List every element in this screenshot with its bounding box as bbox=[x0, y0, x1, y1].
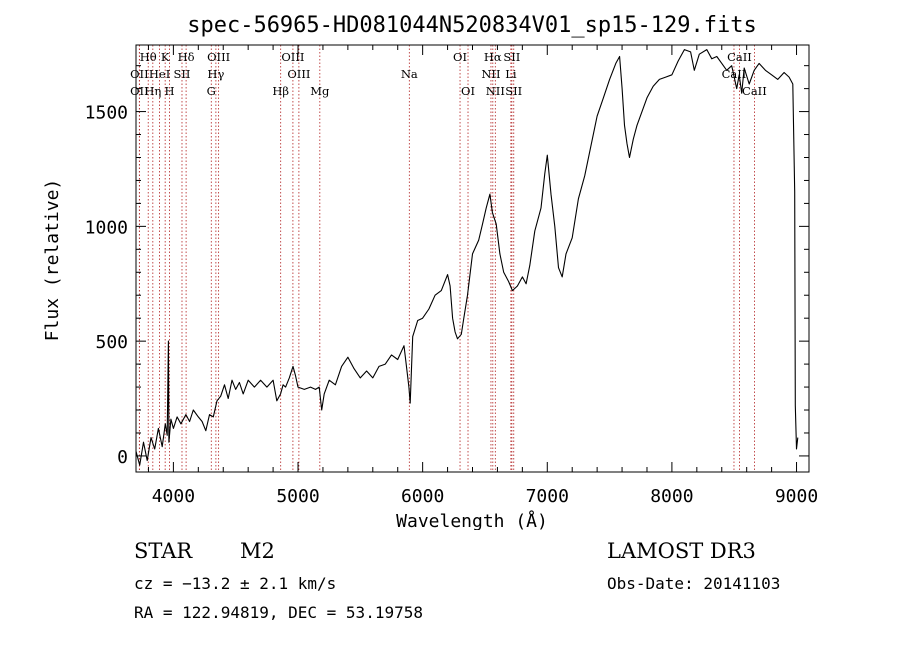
obs-date: Obs-Date: 20141103 bbox=[607, 574, 781, 593]
y-tick-label-500: 500 bbox=[95, 332, 128, 353]
line-label-13: OIII bbox=[281, 50, 304, 64]
subclass: M2 bbox=[240, 539, 275, 563]
x-tick-label-4000: 4000 bbox=[152, 486, 195, 507]
line-label-25: CaII bbox=[727, 50, 752, 64]
plot-frame bbox=[135, 44, 810, 473]
line-label-22: SII bbox=[503, 50, 520, 64]
line-label-11: G bbox=[207, 84, 216, 98]
line-label-4: HeI bbox=[149, 67, 170, 81]
line-label-27: CaII bbox=[742, 84, 767, 98]
axis-ticks: 4000 5000 6000 7000 8000 9000 0 500 1000 1500 bbox=[85, 45, 818, 507]
line-label-18: OI bbox=[461, 84, 475, 98]
line-label-17: OI bbox=[453, 50, 467, 64]
line-label-7: SII bbox=[174, 67, 191, 81]
chart-title: spec-56965-HD081044N520834V01_sp15-129.f… bbox=[187, 13, 757, 38]
x-axis-label: Wavelength (Å) bbox=[396, 510, 548, 530]
spectrum-line-0 bbox=[135, 49, 799, 466]
line-label-3: Hη bbox=[144, 84, 161, 98]
x-tick-label-7000: 7000 bbox=[526, 486, 569, 507]
line-label-5: K bbox=[161, 50, 170, 64]
spectrum-series bbox=[135, 49, 799, 466]
line-label-16: Na bbox=[401, 67, 418, 81]
line-label-2: OII bbox=[130, 84, 149, 98]
x-tick-label-6000: 6000 bbox=[401, 486, 444, 507]
redshift-cz: cz = −13.2 ± 2.1 km/s bbox=[134, 574, 337, 593]
line-label-19: Hα bbox=[484, 50, 502, 64]
line-label-0: Hθ bbox=[140, 50, 157, 64]
line-label-21: NII bbox=[486, 84, 505, 98]
x-tick-label-8000: 8000 bbox=[650, 486, 693, 507]
line-label-12: Hβ bbox=[272, 84, 289, 98]
spectrum-chart: spec-56965-HD081044N520834V01_sp15-129.f… bbox=[42, 13, 818, 530]
survey-name: LAMOST DR3 bbox=[607, 539, 756, 563]
object-class: STAR bbox=[134, 539, 193, 563]
y-tick-label-1500: 1500 bbox=[85, 103, 128, 124]
y-tick-label-1000: 1000 bbox=[85, 217, 128, 238]
line-markers bbox=[138, 45, 755, 472]
line-label-23: Li bbox=[505, 67, 517, 81]
line-label-10: Hγ bbox=[207, 67, 224, 81]
y-axis-label: Flux (relative) bbox=[42, 179, 63, 342]
line-label-6: H bbox=[165, 84, 175, 98]
line-label-24: SII bbox=[505, 84, 522, 98]
x-tick-label-9000: 9000 bbox=[775, 486, 818, 507]
y-tick-label-0: 0 bbox=[117, 447, 128, 468]
line-label-15: Mg bbox=[310, 84, 330, 98]
line-label-8: Hδ bbox=[178, 50, 195, 64]
line-label-1: OII bbox=[130, 67, 149, 81]
line-label-9: OIII bbox=[207, 50, 230, 64]
ra-dec: RA = 122.94819, DEC = 53.19758 bbox=[134, 603, 423, 622]
x-tick-label-5000: 5000 bbox=[276, 486, 319, 507]
line-label-20: NII bbox=[481, 67, 500, 81]
line-label-14: OIII bbox=[287, 67, 310, 81]
